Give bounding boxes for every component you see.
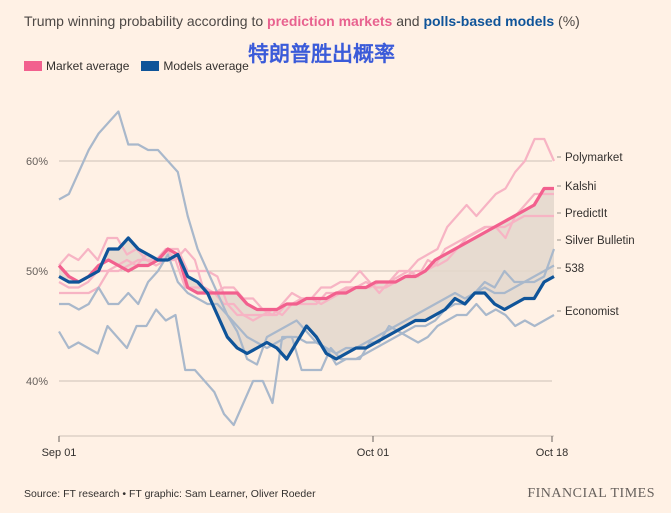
end-label-silver-bulletin: Silver Bulletin [565,235,635,247]
series-line-economist [58,302,555,427]
chart-title: Trump winning probability according to p… [24,13,580,29]
overlay-title: 特朗普胜出概率 [248,42,395,66]
end-label-polymarket: Polymarket [565,152,623,164]
legend-label-models: Models average [163,59,249,73]
legend-item-models: Models average [141,59,249,73]
series-line-models-average [58,236,555,361]
y-tick-label: 40% [26,376,48,388]
title-suffix: (%) [554,13,580,29]
source-note: Source: FT research • FT graphic: Sam Le… [24,488,316,500]
x-tick-label: Oct 18 [536,447,568,459]
end-label-kalshi: Kalshi [565,181,596,193]
title-models: polls-based models [423,13,555,29]
legend-swatch-market [24,61,42,71]
legend-item-market: Market average [24,59,129,73]
title-prefix: Trump winning probability according to [24,13,268,29]
legend-swatch-models [141,61,160,71]
end-label-economist: Economist [565,306,619,318]
end-label-predictit: PredictIt [565,208,608,220]
x-tick-label: Oct 01 [357,447,389,459]
x-tick-label: Sep 01 [42,447,77,459]
title-markets: prediction markets [267,13,393,29]
ft-brand-logo: FINANCIAL TIMES [527,486,655,501]
end-label-538: 538 [565,263,584,275]
legend: Market average Models average [24,59,249,73]
y-tick-label: 50% [26,266,48,278]
series-line-predictit [59,214,554,317]
y-tick-label: 60% [26,156,48,168]
series-line-market-average [57,186,554,312]
title-middle: and [392,13,424,29]
legend-label-market: Market average [46,59,130,73]
